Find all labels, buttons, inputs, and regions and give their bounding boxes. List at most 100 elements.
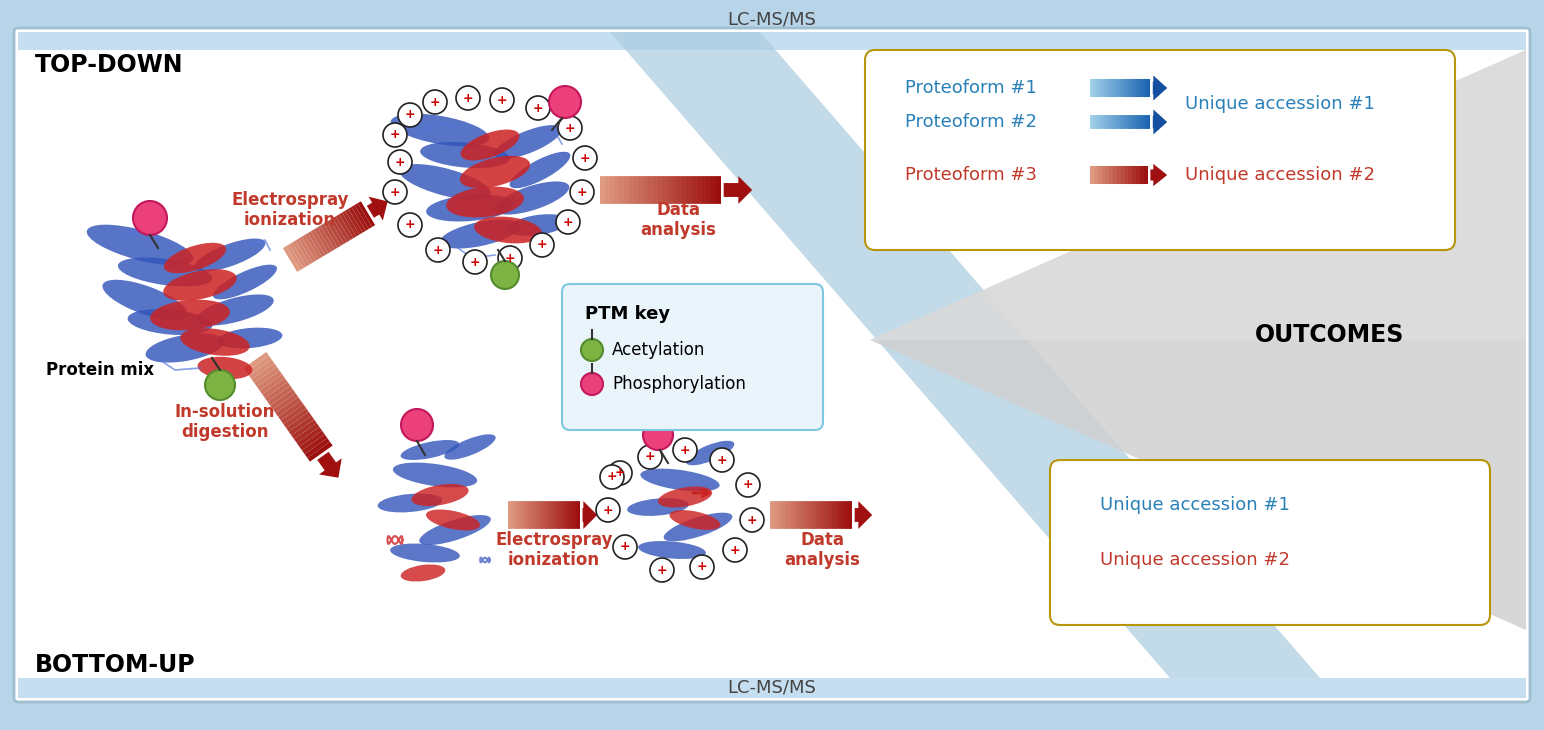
- Text: Proteoform #1: Proteoform #1: [905, 79, 1038, 97]
- Text: +: +: [389, 185, 400, 199]
- Text: In-solution
digestion: In-solution digestion: [174, 403, 275, 442]
- Ellipse shape: [102, 280, 187, 320]
- Circle shape: [133, 201, 167, 235]
- Text: Phosphorylation: Phosphorylation: [611, 375, 746, 393]
- Ellipse shape: [508, 214, 568, 236]
- Text: +: +: [533, 101, 543, 115]
- Circle shape: [613, 535, 638, 559]
- Ellipse shape: [391, 544, 460, 563]
- Text: +: +: [645, 450, 655, 464]
- Text: +: +: [577, 185, 587, 199]
- Ellipse shape: [391, 114, 489, 146]
- Circle shape: [557, 116, 582, 140]
- Text: +: +: [395, 155, 406, 169]
- Text: +: +: [405, 218, 415, 231]
- Ellipse shape: [460, 156, 530, 188]
- Text: PTM key: PTM key: [585, 305, 670, 323]
- Text: +: +: [505, 252, 516, 264]
- Ellipse shape: [658, 486, 712, 507]
- Ellipse shape: [494, 181, 570, 215]
- Ellipse shape: [86, 225, 193, 265]
- Text: Protein mix: Protein mix: [46, 361, 154, 379]
- Text: BOTTOM-UP: BOTTOM-UP: [36, 653, 196, 677]
- Circle shape: [690, 555, 713, 579]
- Text: +: +: [615, 466, 625, 480]
- Ellipse shape: [196, 294, 273, 326]
- Ellipse shape: [198, 357, 252, 379]
- Ellipse shape: [218, 328, 283, 348]
- Polygon shape: [869, 50, 1525, 630]
- Ellipse shape: [195, 239, 266, 272]
- FancyBboxPatch shape: [1050, 460, 1490, 625]
- Circle shape: [601, 465, 624, 489]
- Circle shape: [388, 150, 412, 174]
- Circle shape: [499, 246, 522, 270]
- Ellipse shape: [664, 512, 732, 542]
- Text: +: +: [562, 215, 573, 228]
- Ellipse shape: [400, 440, 460, 460]
- Text: LC-MS/MS: LC-MS/MS: [727, 679, 817, 697]
- Circle shape: [556, 210, 581, 234]
- FancyBboxPatch shape: [19, 32, 1525, 50]
- Ellipse shape: [641, 469, 720, 491]
- Text: +: +: [747, 513, 757, 526]
- Circle shape: [581, 373, 604, 395]
- Ellipse shape: [638, 541, 706, 559]
- FancyBboxPatch shape: [19, 678, 1525, 698]
- Ellipse shape: [446, 187, 523, 218]
- Text: +: +: [602, 504, 613, 517]
- Text: TOP-DOWN: TOP-DOWN: [36, 53, 184, 77]
- Circle shape: [570, 180, 594, 204]
- Text: +: +: [565, 121, 576, 134]
- Circle shape: [740, 508, 764, 532]
- Ellipse shape: [494, 125, 562, 159]
- Text: Acetylation: Acetylation: [611, 341, 706, 359]
- Circle shape: [527, 96, 550, 120]
- Circle shape: [401, 409, 432, 441]
- Text: +: +: [469, 255, 480, 269]
- Ellipse shape: [426, 510, 480, 531]
- Text: +: +: [716, 453, 727, 466]
- Text: Unique accession #1: Unique accession #1: [1184, 95, 1374, 113]
- Text: +: +: [537, 239, 547, 252]
- Text: Data
analysis: Data analysis: [784, 531, 860, 569]
- Circle shape: [638, 445, 662, 469]
- Circle shape: [463, 250, 486, 274]
- Circle shape: [383, 123, 408, 147]
- Ellipse shape: [445, 434, 496, 460]
- Circle shape: [426, 238, 449, 262]
- Ellipse shape: [401, 564, 445, 582]
- Circle shape: [398, 103, 422, 127]
- Text: Data
analysis: Data analysis: [641, 201, 716, 239]
- Ellipse shape: [460, 129, 519, 161]
- Circle shape: [710, 448, 733, 472]
- Circle shape: [736, 473, 760, 497]
- FancyBboxPatch shape: [14, 28, 1530, 702]
- Text: +: +: [405, 109, 415, 121]
- Circle shape: [489, 88, 514, 112]
- Text: +: +: [696, 561, 707, 574]
- Circle shape: [673, 438, 696, 462]
- Text: +: +: [656, 564, 667, 577]
- Text: Electrospray
ionization: Electrospray ionization: [232, 191, 349, 229]
- Circle shape: [530, 233, 554, 257]
- Circle shape: [723, 538, 747, 562]
- Ellipse shape: [145, 334, 224, 363]
- Text: Unique accession #2: Unique accession #2: [1099, 551, 1289, 569]
- Text: Unique accession #1: Unique accession #1: [1099, 496, 1289, 514]
- Ellipse shape: [392, 463, 477, 488]
- Ellipse shape: [117, 258, 212, 286]
- Text: Proteoform #3: Proteoform #3: [905, 166, 1038, 184]
- Ellipse shape: [213, 265, 276, 299]
- Text: +: +: [730, 544, 740, 556]
- Circle shape: [455, 86, 480, 110]
- Text: +: +: [463, 91, 474, 104]
- Ellipse shape: [164, 243, 225, 273]
- Text: +: +: [579, 152, 590, 164]
- Ellipse shape: [686, 441, 735, 465]
- Text: Proteoform #2: Proteoform #2: [905, 113, 1038, 131]
- Ellipse shape: [411, 484, 469, 506]
- FancyBboxPatch shape: [865, 50, 1454, 250]
- Text: +: +: [743, 478, 753, 491]
- Circle shape: [550, 86, 581, 118]
